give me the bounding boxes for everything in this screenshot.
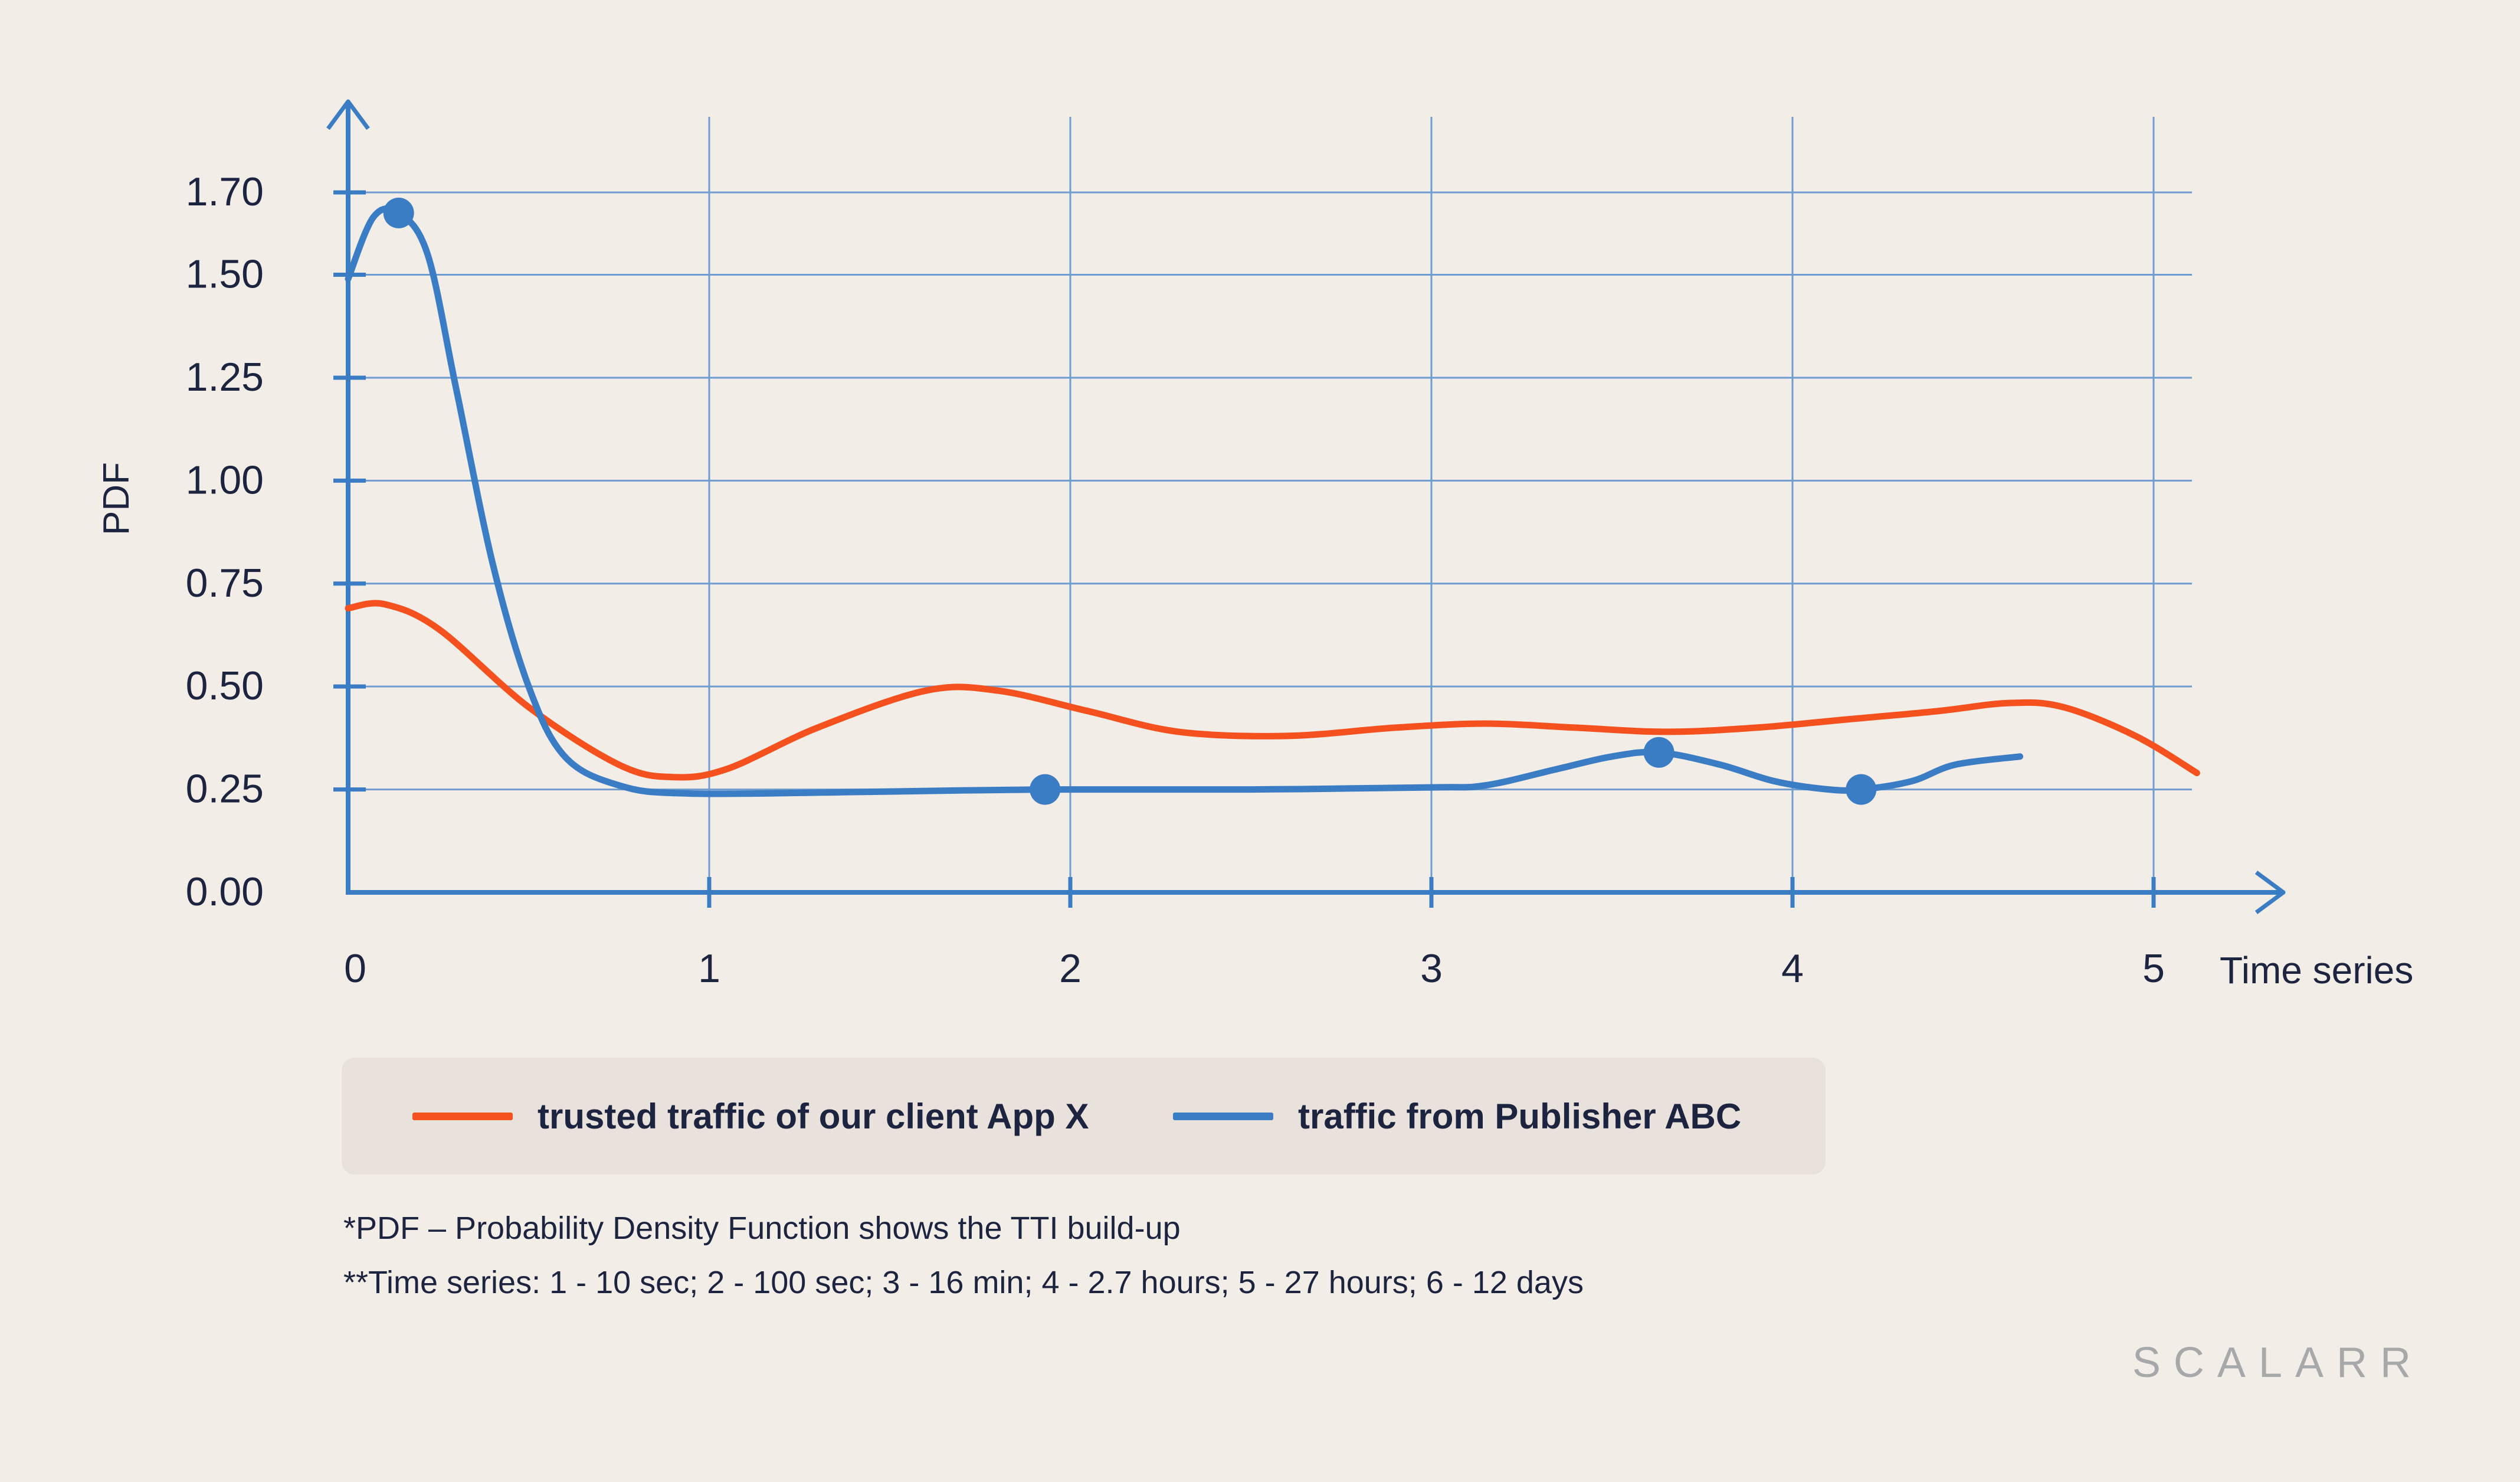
x-tick-label: 3 xyxy=(1420,946,1443,991)
y-tick-label: 1.70 xyxy=(186,169,264,214)
footnote-pdf: *PDF – Probability Density Function show… xyxy=(343,1211,1181,1246)
y-tick-label: 1.50 xyxy=(186,252,264,297)
y-axis-arrowhead xyxy=(326,99,370,130)
axes xyxy=(326,99,2286,914)
x-tick-label: 5 xyxy=(2142,946,2165,991)
legend-item-app-x: trusted traffic of our client App X xyxy=(412,1058,1089,1175)
data-point-marker xyxy=(1030,774,1061,805)
x-tick-label: 1 xyxy=(698,946,720,991)
axis-ticks: 0.00 0.25 0.50 0.75 1.00 1.25 1.50 1.70 0 1 2 3 4 5 xyxy=(186,169,2165,991)
legend-label-publisher-abc: traffic from Publisher ABC xyxy=(1298,1096,1742,1136)
legend: trusted traffic of our client App X traf… xyxy=(342,1058,1826,1175)
legend-label-app-x: trusted traffic of our client App X xyxy=(538,1096,1089,1136)
legend-swatch-publisher-abc xyxy=(1173,1112,1273,1120)
data-point-marker xyxy=(1643,737,1674,768)
x-axis-arrowhead xyxy=(2254,871,2286,914)
y-tick-label: 1.25 xyxy=(186,355,264,400)
y-tick-label: 1.00 xyxy=(186,457,264,502)
grid-lines xyxy=(348,117,2192,892)
footnote-time-series: **Time series: 1 - 10 sec; 2 - 100 sec; … xyxy=(343,1265,1584,1300)
series-line-app-x xyxy=(345,600,2200,781)
x-axis-label: Time series xyxy=(2220,949,2413,992)
series-lines xyxy=(345,205,2200,797)
legend-swatch-app-x xyxy=(412,1112,513,1120)
data-markers xyxy=(383,197,1877,805)
series-line-publisher-abc xyxy=(345,205,2024,797)
y-tick-label: 0.00 xyxy=(186,869,264,914)
y-tick-label: 0.50 xyxy=(186,663,264,708)
brand-logo: SCALARR xyxy=(2132,1339,2424,1386)
data-point-marker xyxy=(1846,774,1877,805)
y-tick-label: 0.25 xyxy=(186,767,264,812)
legend-item-publisher-abc: traffic from Publisher ABC xyxy=(1173,1058,1741,1175)
x-tick-label: 4 xyxy=(1781,946,1804,991)
data-point-marker xyxy=(383,197,414,228)
x-tick-label: 2 xyxy=(1059,946,1082,991)
y-axis-label: PDF xyxy=(96,462,137,535)
y-tick-label: 0.75 xyxy=(186,561,264,606)
x-tick-label: 0 xyxy=(344,946,366,991)
